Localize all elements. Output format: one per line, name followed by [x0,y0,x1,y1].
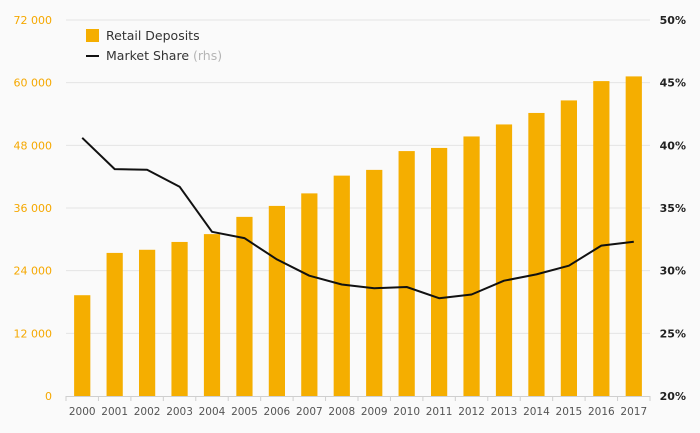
bar [366,169,383,396]
legend-label-retail-deposits: Retail Deposits [106,28,200,43]
x-tick-label: 2010 [393,406,420,418]
bar [625,76,642,397]
x-tick-label: 2009 [361,406,388,418]
axes: 0 12 000 24 000 36 000 48 000 60 000 72 000 20%… [14,14,687,418]
bar [171,241,188,396]
legend-swatch-retail-deposits [86,29,99,42]
y-left-tick-label: 12 000 [14,327,53,340]
bar [593,81,610,396]
bar-series-retail-deposits [74,76,642,397]
y-left-tick-label: 24 000 [14,265,53,278]
x-tick-label: 2006 [264,406,291,418]
x-tick-label: 2015 [556,406,583,418]
y-right-tick-label: 35% [660,202,686,215]
x-tick-label: 2002 [134,406,161,418]
bar [431,147,448,396]
legend-label-market-share-name: Market Share [106,48,189,63]
y-right-tick-label: 45% [660,77,686,90]
market-share-line [81,137,634,300]
bar [139,249,156,396]
legend: Retail Deposits Market Share (rhs) [86,28,222,63]
bar [203,234,221,396]
x-tick-label: 2007 [296,406,323,418]
x-tick-label: 2008 [328,406,355,418]
x-tick-label: 2014 [523,406,550,418]
x-tick-label: 2001 [101,406,128,418]
bar [398,151,415,396]
y-left-tick-label: 0 [45,390,52,403]
x-tick-label: 2013 [491,406,518,418]
bar [560,100,577,396]
x-tick-label: 2012 [458,406,485,418]
bar [495,124,513,396]
x-tick-label: 2017 [620,406,647,418]
y-right-tick-label: 25% [660,327,686,340]
bar [528,112,545,396]
gridlines [66,19,650,334]
y-left-tick-label: 72 000 [14,14,53,27]
bar [333,175,350,396]
bar [301,193,318,396]
y-right-tick-label: 20% [660,390,686,403]
x-tick-label: 2000 [69,406,96,418]
x-tick-label: 2003 [166,406,193,418]
legend-label-market-share: Market Share (rhs) [106,48,222,63]
legend-label-market-share-suffix: (rhs) [193,48,222,63]
y-right-tick-label: 50% [660,14,686,27]
bar [106,252,123,396]
x-tick-label: 2011 [426,406,453,418]
x-tick-label: 2004 [199,406,226,418]
x-tick-label: 2016 [588,406,615,418]
bar [268,205,285,396]
y-right-tick-label: 30% [660,265,686,278]
bar [236,216,253,396]
y-right-tick-label: 40% [660,139,686,152]
y-left-tick-label: 60 000 [14,77,53,90]
line-series-market-share [81,137,634,300]
bar [463,136,480,396]
x-tick-label: 2005 [231,406,258,418]
bar [74,295,91,396]
y-left-tick-label: 36 000 [14,202,53,215]
y-left-tick-label: 48 000 [14,139,53,152]
